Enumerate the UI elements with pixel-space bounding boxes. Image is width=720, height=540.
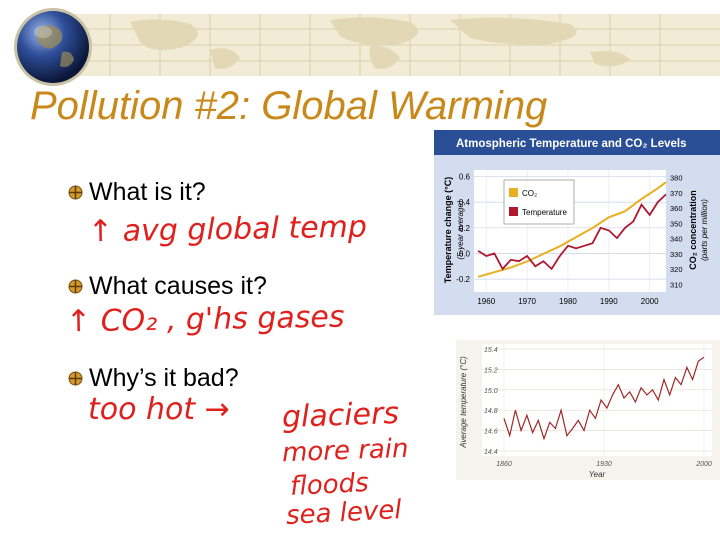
temperature-co2-chart: Atmospheric Temperature and CO₂ Levels 0… [434, 130, 720, 315]
chart1-y2tick-label: 360 [670, 204, 683, 213]
chart2-gridlines [482, 344, 712, 456]
chart2-ytick-label: 14.4 [484, 449, 498, 456]
chart1-xtick-label: 1960 [477, 297, 495, 306]
chart1-title: Atmospheric Temperature and CO₂ Levels [456, 138, 687, 150]
chart1-y2tick-label: 330 [670, 250, 683, 259]
chart1-ytick-label: 0.6 [459, 172, 471, 181]
bullet-text-1: What is it? [89, 178, 206, 206]
slide-title: Pollution #2: Global Warming [30, 84, 548, 128]
compass-bullet-icon [68, 185, 83, 200]
chart1-y2label-note: (parts per million) [700, 199, 709, 261]
chart2-xtick-label: 1930 [596, 461, 612, 468]
chart1-y2tick-label: 370 [670, 189, 683, 198]
compass-bullet-icon [68, 279, 83, 294]
average-temperature-line [503, 356, 705, 441]
handwritten-note-5: more rain [281, 433, 410, 469]
bullet-item-3: Why’s it bad? [68, 364, 239, 393]
chart1-y2tick-label: 340 [670, 235, 683, 244]
handwritten-note-7: sea level [285, 494, 403, 532]
co2-legend-label: CO₂ [522, 189, 537, 198]
temperature-legend-swatch [509, 207, 518, 216]
chart1-ylabel-note: (5-year average) [456, 200, 465, 259]
chart2-ylabel: Average temperature (°C) [459, 356, 468, 449]
co2-legend-swatch [509, 188, 518, 197]
chart2-ytick-label: 14.6 [484, 429, 498, 436]
chart1-legend: CO₂ Temperature [503, 179, 575, 225]
chart1-y2tick-label: 310 [670, 280, 683, 289]
handwritten-note-4: glaciers [281, 395, 400, 436]
chart1-y2tick-label: 350 [670, 219, 683, 228]
chart2-xtick-label: 1860 [496, 461, 512, 468]
chart1-xtick-label: 1990 [600, 297, 618, 306]
chart1-ytick-label: 0.2 [459, 224, 471, 233]
chart2-xlabel: Year [589, 470, 606, 479]
chart1-ytick-label: 0.4 [459, 198, 471, 207]
handwritten-note-1: ↑ avg global temp [87, 209, 368, 250]
handwritten-note-2: ↑ CO₂ , g'hs gases [65, 299, 345, 340]
handwritten-note-3: too hot → [88, 392, 230, 427]
chart1-ytick-label: 0.0 [459, 249, 471, 258]
chart2-ytick-label: 15.0 [484, 388, 498, 395]
chart2-ytick-label: 14.8 [484, 408, 498, 415]
temperature-series-line [477, 193, 667, 271]
chart2-ytick-label: 15.4 [484, 347, 498, 354]
bullet-item-2: What causes it? [68, 272, 267, 301]
chart2-plot-area [482, 344, 712, 456]
bullet-item-1: What is it? [68, 178, 206, 207]
chart1-xtick-label: 2000 [641, 297, 659, 306]
chart1-ylabel: Temperature change (°C) [443, 177, 453, 283]
chart2-ytick-label: 15.2 [484, 367, 498, 374]
chart1-xtick-label: 1970 [518, 297, 536, 306]
map-grid-pattern [70, 14, 720, 76]
chart1-xtick-label: 1980 [559, 297, 577, 306]
temperature-legend-label: Temperature [522, 208, 567, 217]
chart1-y2tick-label: 320 [670, 265, 683, 274]
chart2-xtick-label: 2000 [695, 461, 712, 468]
average-temperature-chart: 15.4 15.2 15.0 14.8 14.6 14.4 1860 1930 2000 Av… [456, 340, 720, 480]
chart1-y2tick-label: 380 [670, 174, 683, 183]
chart1-y2label: CO₂ concentration [688, 190, 698, 270]
header-banner [70, 14, 720, 76]
bullet-text-3: Why’s it bad? [89, 364, 239, 392]
chart1-ytick-label: -0.2 [456, 275, 470, 284]
bullet-text-2: What causes it? [89, 272, 267, 300]
chart1-header [434, 130, 720, 155]
co2-series-line [477, 181, 667, 278]
compass-bullet-icon [68, 371, 83, 386]
globe-logo [10, 4, 96, 90]
